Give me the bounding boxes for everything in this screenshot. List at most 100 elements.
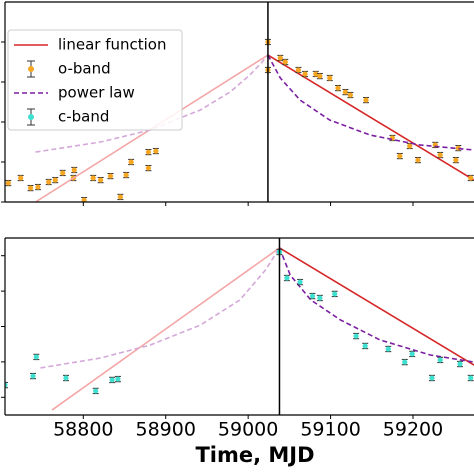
fit-line [51,247,280,411]
marker [284,275,290,281]
data-point [114,375,121,383]
data-point [353,332,360,340]
marker [402,359,408,365]
marker [109,377,115,383]
marker [123,172,129,178]
marker [27,185,34,191]
marker [35,184,41,190]
marker [437,152,443,158]
data-point [409,350,416,358]
marker [385,346,391,352]
data-point [123,171,130,179]
legend: linear function o-band power law c-band [7,29,183,131]
marker [415,157,421,163]
data-point [428,374,435,382]
data-point [467,374,474,382]
marker [46,179,52,185]
marker [353,333,359,339]
legend-swatch [28,66,34,72]
data-point [17,174,24,182]
marker [93,388,99,394]
marker [98,177,104,183]
fit-line [267,54,474,181]
data-point [316,294,323,302]
marker [335,85,341,91]
data-point [27,184,34,192]
data-point [396,152,403,160]
data-point [107,172,114,180]
data-point [90,174,97,182]
marker [107,173,114,179]
data-point [347,91,354,99]
data-point [34,183,41,191]
data-point [5,381,8,389]
data-point [414,156,421,164]
data-point [45,178,52,186]
marker [363,97,369,103]
marker [297,279,303,285]
marker [128,159,134,165]
data-point [437,356,444,364]
data-point [71,166,78,174]
marker [409,351,415,357]
marker [52,177,58,183]
marker [145,149,152,155]
legend-label: o-band [58,60,111,78]
marker [282,59,288,65]
fit-line [279,247,474,366]
fit-line [35,54,269,153]
marker [327,75,333,81]
marker [317,295,323,301]
data-point [342,88,349,96]
marker [115,376,121,382]
data-point [30,372,37,380]
legend-label: c-band [58,108,109,126]
marker [5,382,8,388]
data-point [467,174,474,182]
marker [397,153,403,159]
marker [81,197,87,202]
marker [60,170,66,176]
x-tick-label: 59000 [218,419,278,441]
fit-line [278,247,474,363]
data-point [117,193,124,201]
marker [429,375,435,381]
marker [347,92,353,98]
marker [468,375,474,381]
data-point [456,360,463,368]
data-point [277,54,284,62]
x-axis-label: Time, MJD [195,443,314,467]
marker [117,194,123,200]
marker [145,165,152,171]
data-point [401,358,408,366]
marker [63,375,69,381]
legend-box [7,29,183,131]
data-point [316,72,323,80]
marker [5,180,11,186]
data-point [145,164,152,172]
data-point [283,274,290,282]
marker [277,55,283,61]
legend-label: power law [58,84,135,102]
legend-swatch [28,114,34,120]
marker [453,157,459,163]
data-point [62,374,69,382]
marker [90,175,96,181]
data-point [33,353,40,361]
marker [30,373,36,379]
data-point [334,84,341,92]
plot-area [5,247,474,411]
data-point [362,342,369,350]
marker [18,175,24,181]
marker [313,71,319,77]
marker [332,291,338,297]
data-point [331,290,338,298]
data-point [282,58,289,66]
plot-area [5,38,474,202]
data-point [92,387,99,395]
data-point [452,156,459,164]
data-point [97,176,104,184]
data-point [81,196,88,202]
marker [437,357,443,363]
